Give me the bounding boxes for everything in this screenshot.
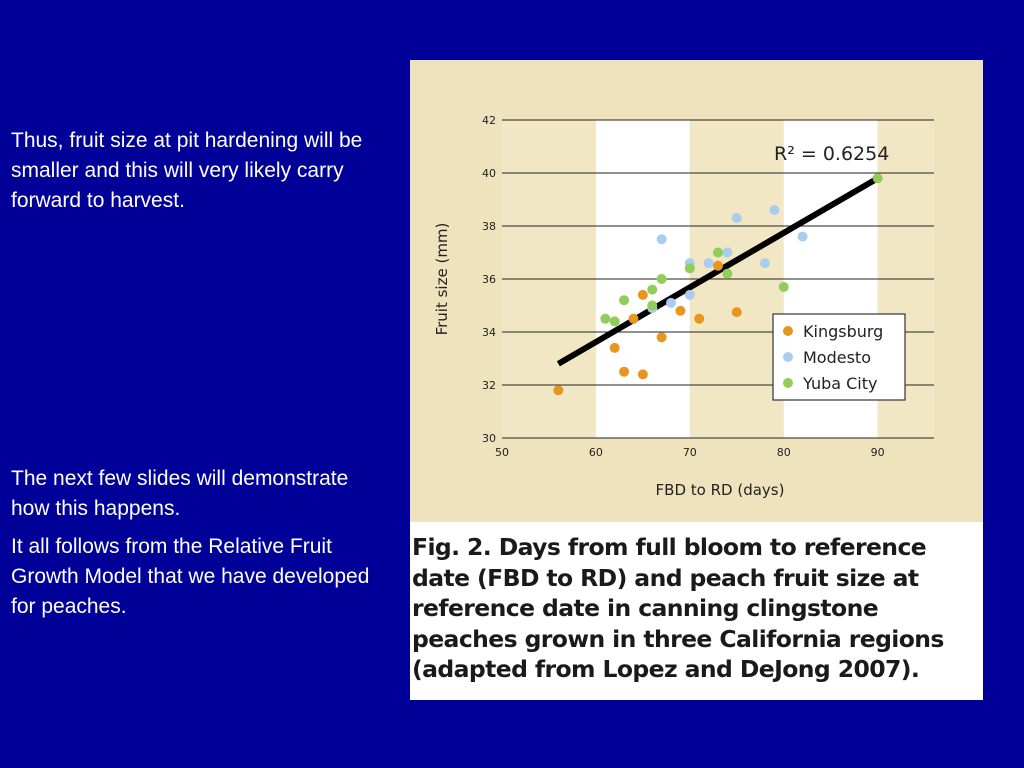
- data-point-kingsburg: [637, 289, 648, 300]
- data-point-kingsburg: [628, 313, 639, 324]
- data-point-modesto: [769, 205, 780, 216]
- y-tick-labels: 30 32 34 36 38 40 42: [482, 114, 496, 445]
- legend-label-kingsburg: Kingsburg: [803, 322, 883, 341]
- data-point-yuba-city: [619, 295, 630, 306]
- y-tick-label: 30: [482, 432, 496, 445]
- data-point-kingsburg: [675, 305, 686, 316]
- data-point-yuba-city: [684, 263, 695, 274]
- figure-panel: 30 32 34 36 38 40 42 50 60 70 80 90 Fruit size (mm…: [410, 60, 983, 700]
- data-point-kingsburg: [694, 313, 705, 324]
- r-squared-annotation: R² = 0.6254: [774, 143, 889, 165]
- data-point-yuba-city: [656, 274, 667, 284]
- data-point-yuba-city: [647, 284, 658, 295]
- data-point-modesto: [731, 213, 742, 224]
- y-axis-title: Fruit size (mm): [433, 223, 451, 336]
- legend-label-modesto: Modesto: [803, 348, 871, 367]
- legend-label-yuba-city: Yuba City: [802, 374, 877, 393]
- legend-marker-modesto: [783, 352, 793, 362]
- chart-legend: Kingsburg Modesto Yuba City: [772, 313, 906, 401]
- x-tick-label: 50: [495, 446, 509, 459]
- data-point-yuba-city: [778, 281, 789, 292]
- y-tick-label: 42: [482, 114, 496, 127]
- data-point-modesto: [722, 247, 733, 258]
- data-point-yuba-city: [872, 173, 883, 184]
- y-tick-label: 38: [482, 220, 496, 233]
- x-tick-label: 80: [777, 446, 791, 459]
- data-point-yuba-city: [647, 300, 658, 311]
- paragraph-pit-hardening: Thus, fruit size at pit hardening will b…: [11, 129, 363, 212]
- chart-grid: [502, 119, 934, 439]
- data-point-kingsburg: [637, 369, 648, 380]
- y-tick-label: 40: [482, 167, 496, 180]
- data-point-yuba-city: [609, 316, 620, 327]
- data-point-yuba-city: [722, 268, 733, 279]
- data-point-modesto: [759, 258, 770, 269]
- figure-caption: Fig. 2. Days from full bloom to referenc…: [412, 533, 944, 683]
- y-tick-label: 36: [482, 273, 496, 286]
- data-point-modesto: [797, 231, 808, 242]
- data-point-kingsburg: [619, 366, 630, 377]
- data-point-modesto: [656, 234, 667, 245]
- data-point-kingsburg: [553, 385, 564, 396]
- x-axis-title: FBD to RD (days): [656, 481, 785, 499]
- y-tick-label: 34: [482, 326, 496, 339]
- data-point-kingsburg: [656, 332, 667, 343]
- y-tick-label: 32: [482, 379, 496, 392]
- legend-marker-yuba-city: [783, 378, 793, 388]
- data-point-yuba-city: [600, 313, 611, 324]
- data-point-yuba-city: [713, 247, 723, 258]
- data-point-modesto: [684, 289, 695, 300]
- slide-text-bottom: The next few slides will demonstrate how…: [11, 464, 391, 630]
- data-point-modesto: [703, 258, 714, 269]
- data-point-kingsburg: [713, 260, 723, 271]
- x-tick-label: 90: [871, 446, 885, 459]
- regression-line: [556, 175, 880, 367]
- x-tick-label: 70: [683, 446, 697, 459]
- data-point-kingsburg: [731, 307, 742, 318]
- paragraph-relative-growth-model: It all follows from the Relative Fruit G…: [11, 535, 370, 618]
- legend-box: [772, 313, 906, 401]
- data-point-modesto: [666, 297, 677, 308]
- paragraph-next-slides: The next few slides will demonstrate how…: [11, 467, 349, 520]
- scatter-chart: 30 32 34 36 38 40 42 50 60 70 80 90 Fruit size (mm…: [410, 60, 983, 522]
- data-point-kingsburg: [609, 342, 620, 353]
- x-tick-label: 60: [589, 446, 603, 459]
- data-points: [553, 173, 883, 396]
- slide-text-top: Thus, fruit size at pit hardening will b…: [11, 126, 391, 224]
- legend-marker-kingsburg: [783, 326, 793, 336]
- x-tick-labels: 50 60 70 80 90: [495, 446, 885, 459]
